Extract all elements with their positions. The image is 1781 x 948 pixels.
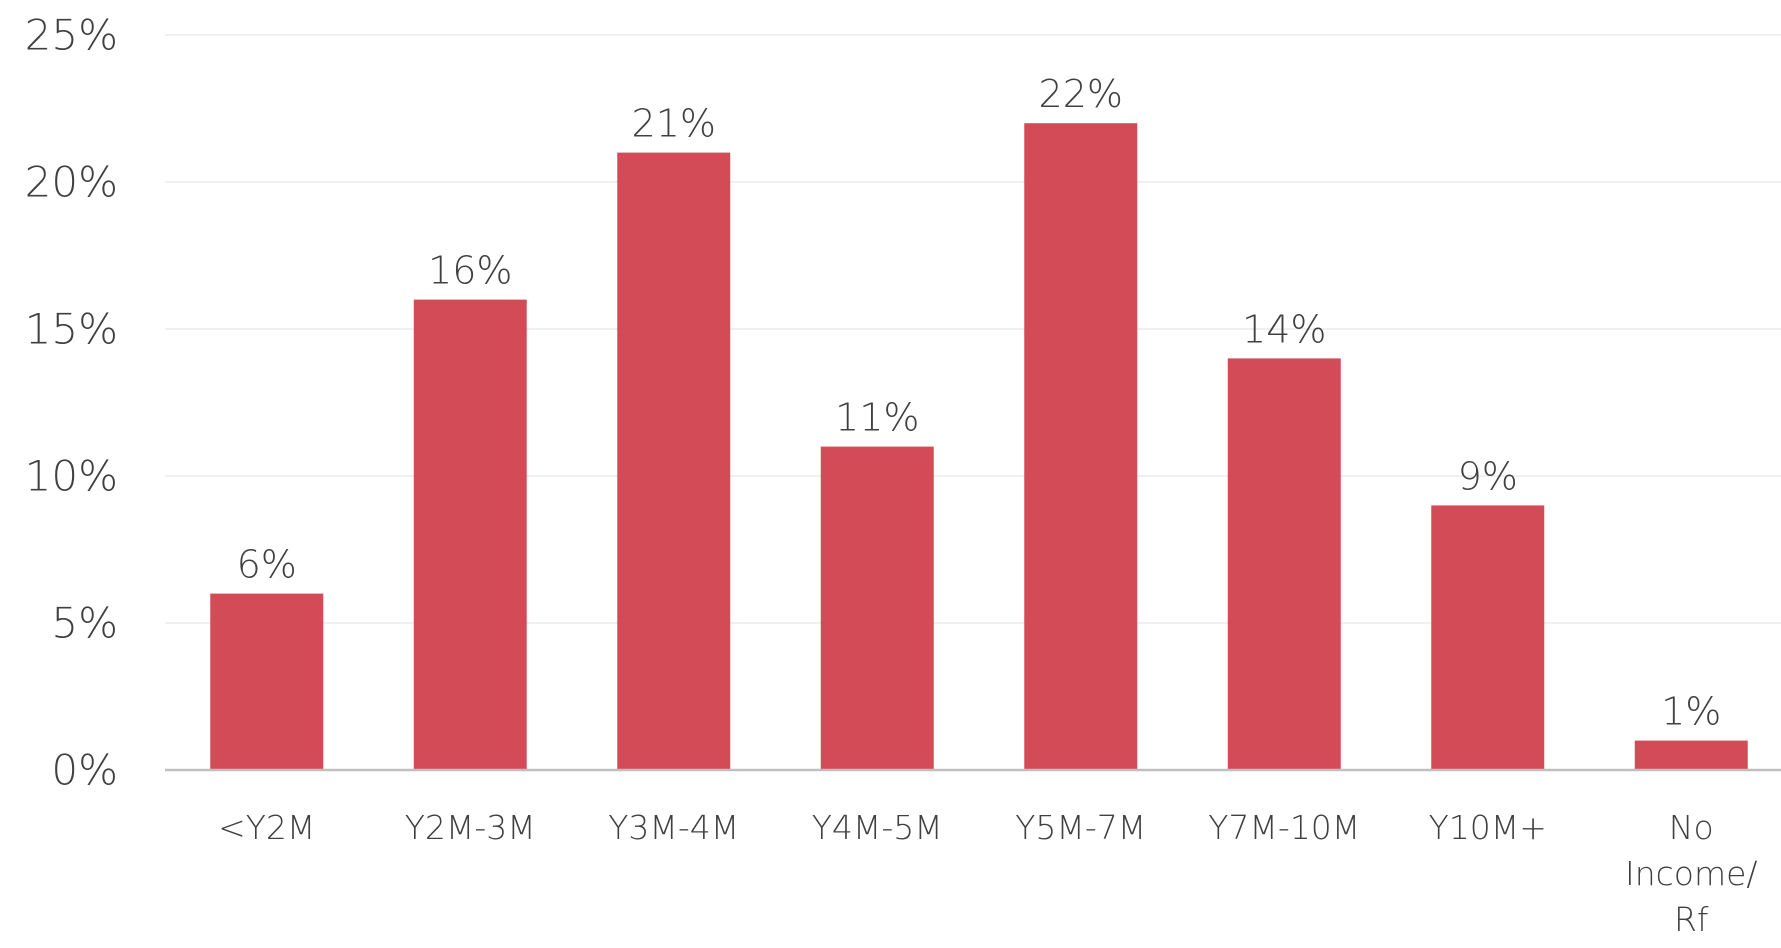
category-label: Y5M-7M (1015, 808, 1146, 847)
bars (210, 123, 1748, 771)
data-label: 16% (428, 249, 512, 293)
data-label: 22% (1039, 72, 1123, 116)
y-tick-label: 10% (25, 452, 118, 501)
data-label: 11% (835, 396, 919, 440)
data-label: 21% (632, 102, 716, 146)
bar (413, 299, 527, 770)
bar (617, 152, 731, 771)
category-label: Y10M+ (1429, 808, 1547, 847)
y-tick-label: 0% (51, 746, 118, 795)
data-label: 6% (237, 543, 297, 587)
bar (1024, 123, 1138, 770)
y-tick-label: 20% (25, 158, 118, 207)
y-tick-label: 5% (51, 599, 118, 648)
category-label: Y3M-4M (608, 808, 739, 847)
bar (1227, 358, 1341, 770)
y-axis-tick-labels: 0% 5% 10% 15% 20% 25% (25, 11, 118, 795)
category-label: <Y2M (218, 808, 315, 847)
category-label: Y2M-3M (405, 808, 536, 847)
category-label: Y4M-5M (812, 808, 943, 847)
bar (1431, 505, 1545, 770)
data-label: 14% (1242, 307, 1326, 351)
data-label: 9% (1458, 454, 1518, 498)
category-label: No Income/Rf (1625, 808, 1758, 939)
data-labels: 6% 16% 21% 11% 22% 14% 9% 1% (237, 72, 1722, 733)
x-axis-category-labels: <Y2M Y2M-3M Y3M-4M Y4M-5M Y5M-7M Y7M-10M Y10M+… (218, 808, 1757, 939)
data-label: 1% (1661, 690, 1721, 734)
bar (210, 593, 324, 770)
y-tick-label: 25% (25, 11, 118, 60)
category-label: Y7M-10M (1208, 808, 1360, 847)
bar (820, 446, 934, 770)
y-tick-label: 15% (25, 305, 118, 354)
bar (1634, 740, 1748, 770)
